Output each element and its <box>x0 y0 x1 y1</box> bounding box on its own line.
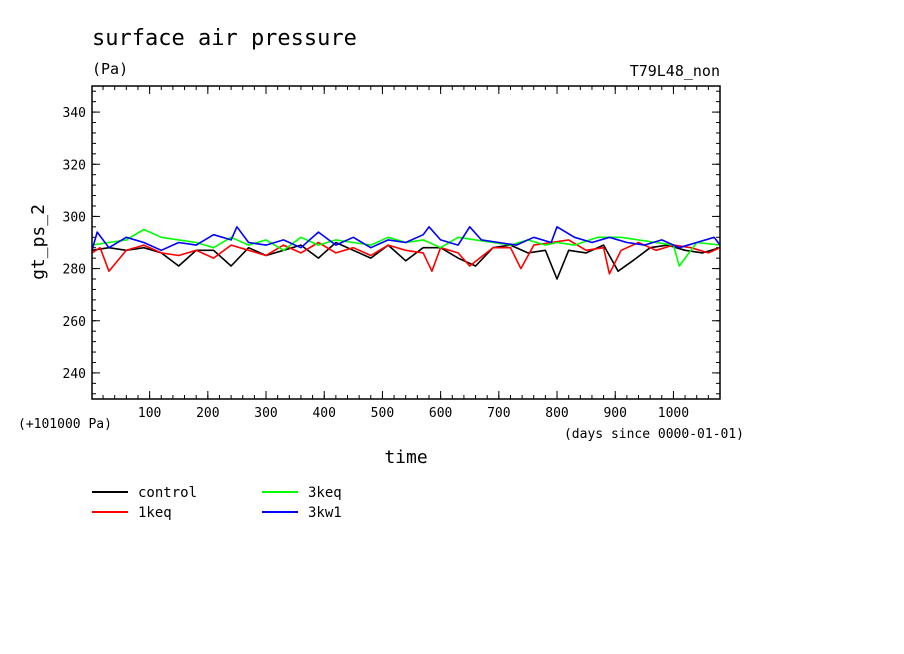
x-units-note: (days since 0000-01-01) <box>564 427 744 442</box>
x-tick-label: 600 <box>429 406 452 421</box>
x-tick-label: 1000 <box>658 406 689 421</box>
x-tick-label: 500 <box>371 406 394 421</box>
legend-label: 1keq <box>138 505 172 521</box>
y-tick-label: 300 <box>63 210 86 225</box>
legend-item-3keq: 3keq <box>262 485 342 501</box>
y-axis-label: gt_ps_2 <box>28 204 49 280</box>
experiment-label: T79L48_non <box>630 62 720 80</box>
legend-item-3kw1: 3kw1 <box>262 505 342 521</box>
x-tick-label: 100 <box>138 406 161 421</box>
y-tick-label: 320 <box>63 158 86 173</box>
x-tick-label: 400 <box>312 406 335 421</box>
chart-units: (Pa) <box>92 60 128 78</box>
legend-item-control: control <box>92 485 197 501</box>
x-tick-label: 200 <box>196 406 219 421</box>
plot-frame <box>91 85 721 400</box>
y-tick-label: 240 <box>63 367 86 382</box>
series-line-1keq <box>91 239 721 275</box>
offset-note: (+101000 Pa) <box>18 417 112 432</box>
legend-item-1keq: 1keq <box>92 505 172 521</box>
legend-label: 3kw1 <box>308 505 342 521</box>
x-axis-label: time <box>384 447 427 468</box>
legend-label: 3keq <box>308 485 342 501</box>
x-tick-label: 900 <box>603 406 626 421</box>
y-tick-label: 340 <box>63 106 86 121</box>
legend-label: control <box>138 485 197 501</box>
x-tick-label: 700 <box>487 406 510 421</box>
y-tick-label: 280 <box>63 263 86 278</box>
series-line-3kw1 <box>91 226 721 252</box>
series-line-control <box>91 241 721 280</box>
x-tick-label: 800 <box>545 406 568 421</box>
x-tick-label: 300 <box>254 406 277 421</box>
data-lines <box>91 226 721 280</box>
legend: control 1keq 3keq 3kw1 <box>92 485 342 521</box>
y-tick-label: 260 <box>63 315 86 330</box>
chart-title: surface air pressure <box>92 26 357 51</box>
